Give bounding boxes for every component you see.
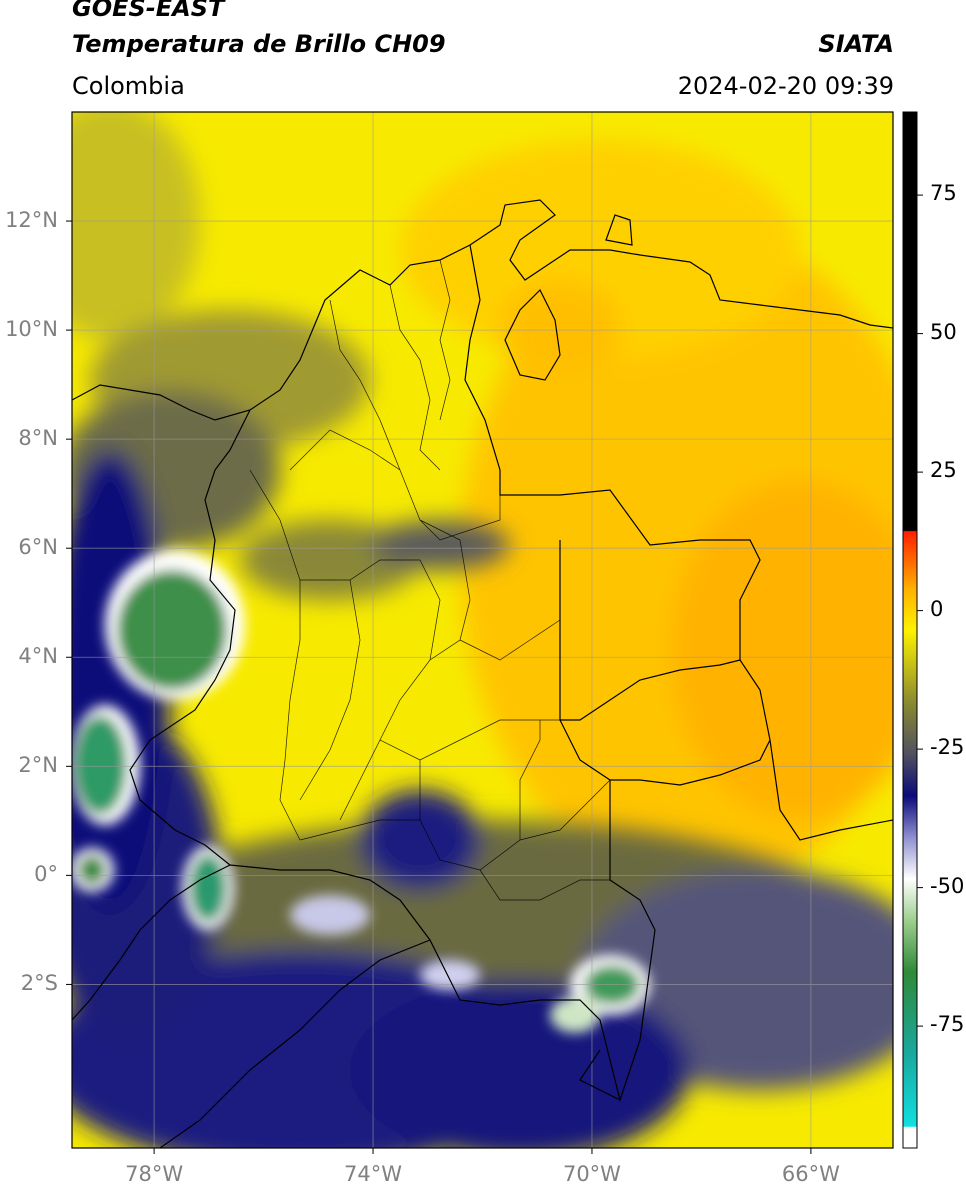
colorbar-ticks (917, 194, 923, 1027)
colorbar-tick-label: -75 (930, 1012, 965, 1037)
colorbar-tick-label: 25 (930, 458, 957, 483)
brazil-peru-border (579, 1049, 621, 1101)
lat-label: 0° (34, 862, 58, 887)
product-title: Temperatura de Brillo CH09 (72, 30, 446, 58)
lat-label: 2°N (18, 753, 58, 778)
colorbar-tick-label: 50 (930, 319, 957, 344)
colorbar-tick-label: 75 (930, 181, 957, 206)
colorbar-tick-label: -25 (930, 735, 965, 760)
lat-label: 12°N (5, 208, 58, 233)
convective-cores (72, 550, 650, 1033)
maracaibo-lake (504, 288, 561, 381)
satellite-title: GOES-EAST (72, 0, 225, 22)
brand-label: SIATA (818, 30, 894, 58)
pacific-coast (129, 409, 251, 866)
colorbar-tick-label: -50 (930, 873, 965, 898)
lon-label: 66°W (781, 1162, 840, 1186)
ecuador-coast (72, 864, 231, 1021)
lat-label: 10°N (5, 317, 58, 342)
lon-label: 78°W (125, 1162, 184, 1186)
satellite-image (72, 112, 893, 1148)
department-borders (249, 259, 611, 901)
lon-label: 74°W (344, 1162, 403, 1186)
lon-label: 70°W (562, 1162, 621, 1186)
aruba-curacao (605, 214, 633, 246)
caribbean-coast (72, 199, 893, 421)
lat-label: 2°S (20, 971, 58, 996)
map-frame (71, 111, 894, 1149)
lat-label: 4°N (18, 644, 58, 669)
colombia-venezuela-border (464, 244, 893, 841)
timestamp-label: 2024-02-20 09:39 (677, 72, 894, 100)
axis-ticks (66, 220, 812, 1154)
lat-label: 8°N (18, 426, 58, 451)
venezuela-interior-border (559, 540, 741, 721)
colombia-brazil-border (559, 719, 771, 786)
peru-ecuador-border (159, 939, 431, 1148)
colorbar (902, 111, 918, 1149)
coastline-borders (72, 199, 893, 1148)
lat-label: 6°N (18, 535, 58, 560)
colorbar-tick-label: 0 (930, 596, 944, 621)
southern-border (229, 780, 656, 1103)
region-label: Colombia (72, 72, 185, 100)
